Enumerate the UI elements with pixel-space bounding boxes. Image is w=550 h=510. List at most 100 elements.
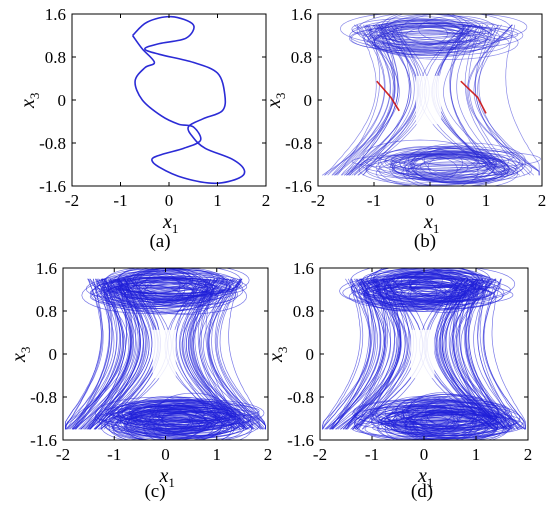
panel-caption-d: (d) xyxy=(411,481,433,502)
series-line-b-54 xyxy=(505,24,540,176)
panel-caption-b: (b) xyxy=(414,231,436,252)
series-line-c-210 xyxy=(106,288,189,304)
series-line-d-239 xyxy=(408,392,475,430)
series-line-b-115 xyxy=(407,153,510,184)
series-line-d-155 xyxy=(452,278,504,430)
y-axis-label-main-a: x xyxy=(17,99,39,109)
series-line-d-254 xyxy=(365,277,446,304)
series-line-c-139 xyxy=(117,404,254,440)
series-line-c-186 xyxy=(104,405,208,440)
series-line-c-202 xyxy=(80,278,150,430)
series-line-d-229 xyxy=(354,278,411,430)
y-tick-label-a-3: -0.8 xyxy=(39,134,66,153)
series-line-c-252 xyxy=(104,282,198,310)
series-line-b-53 xyxy=(423,145,494,176)
series-line-c-257 xyxy=(100,281,223,299)
series-line-c-169 xyxy=(93,278,147,430)
x-axis-label-d: x1 xyxy=(417,465,433,490)
series-line-b-135 xyxy=(466,24,540,176)
x-axis-label-a: x1 xyxy=(162,211,178,236)
series-line-d-247 xyxy=(383,411,521,430)
y-tick-label-c-0: 1.6 xyxy=(36,259,57,278)
y-tick-label-d-2: 0 xyxy=(306,345,315,364)
x-axis-label-b: x1 xyxy=(423,211,439,236)
series-line-c-206 xyxy=(175,278,239,430)
x-tick-label-b-0: -2 xyxy=(311,191,325,210)
series-line-c-255 xyxy=(94,403,217,431)
series-line-d-249 xyxy=(331,278,381,430)
series-line-c-150 xyxy=(65,278,115,430)
series-line-d-154 xyxy=(483,278,526,430)
series-line-c-220 xyxy=(198,278,266,430)
y-tick-label-b-1: 0.8 xyxy=(291,48,312,67)
series-line-d-242 xyxy=(402,399,496,433)
y-tick-label-b-2: 0 xyxy=(304,91,313,110)
series-line-b-131 xyxy=(350,26,472,52)
series-line-b-66 xyxy=(362,139,478,175)
series-line-c-211 xyxy=(123,411,234,437)
series-line-d-221 xyxy=(358,278,400,430)
series-line-b-85 xyxy=(380,16,469,53)
series-line-c-93 xyxy=(65,278,102,430)
series-line-b-116 xyxy=(382,25,461,56)
series-line-c-198 xyxy=(72,278,112,430)
series-line-c-177 xyxy=(100,410,225,440)
series-line-d-202 xyxy=(363,283,453,311)
series-line-b-130 xyxy=(334,24,391,176)
x-axis-label-main-d: x xyxy=(417,465,427,487)
series-line-d-246 xyxy=(477,278,518,430)
series-line-c-94 xyxy=(65,278,104,430)
series-line-c-226 xyxy=(191,278,262,430)
x-tick-label-c-1: -1 xyxy=(107,445,121,464)
series-line-c-221 xyxy=(65,278,103,430)
series-line-b-93 xyxy=(412,148,496,184)
series-line-c-234 xyxy=(118,408,253,440)
series-line-d-225 xyxy=(439,278,489,430)
x-tick-label-d-1: -1 xyxy=(365,445,379,464)
series-line-c-144 xyxy=(211,278,263,430)
y-tick-label-c-1: 0.8 xyxy=(36,302,57,321)
series-line-c-259 xyxy=(188,278,255,430)
series-line-c-244 xyxy=(208,278,266,430)
series-line-d-243 xyxy=(377,415,498,440)
series-line-d-223 xyxy=(342,278,406,430)
series-line-c-245 xyxy=(192,278,259,430)
y-tick-label-b-0: 1.6 xyxy=(291,5,312,24)
series-line-d-189 xyxy=(322,278,364,430)
curves-d xyxy=(322,268,526,440)
series-line-c-108 xyxy=(215,278,266,430)
series-line-b-97 xyxy=(387,21,524,49)
series-line-d-208 xyxy=(322,278,361,430)
series-line-d-257 xyxy=(342,280,466,305)
series-line-b-37 xyxy=(324,24,377,176)
series-line-c-249 xyxy=(214,278,264,430)
curves-c xyxy=(65,268,266,440)
x-axis-label-sub-d: 1 xyxy=(427,475,434,490)
series-line-b-100 xyxy=(356,14,484,49)
series-line-c-236 xyxy=(132,402,221,422)
x-tick-label-a-1: -1 xyxy=(113,191,127,210)
x-axis-label-main-c: x xyxy=(159,465,169,487)
series-line-c-129 xyxy=(228,278,266,430)
series-line-b-137 xyxy=(392,154,481,179)
series-line-b-73 xyxy=(343,24,412,176)
y-tick-label-b-3: -0.8 xyxy=(285,134,312,153)
series-line-b-129 xyxy=(362,24,411,176)
x-tick-label-a-4: 2 xyxy=(262,191,271,210)
series-line-b-128 xyxy=(364,19,479,36)
series-line-d-259 xyxy=(369,276,484,297)
series-line-d-228 xyxy=(408,268,490,298)
series-line-c-195 xyxy=(87,278,139,430)
x-axis-label-c: x1 xyxy=(159,465,175,490)
x-tick-label-d-4: 2 xyxy=(524,445,533,464)
highlight-line-left xyxy=(376,80,400,112)
x-axis-label-main-b: x xyxy=(423,211,433,233)
y-tick-label-a-4: -1.6 xyxy=(39,177,66,196)
y-tick-label-c-3: -0.8 xyxy=(30,388,57,407)
series-line-d-256 xyxy=(371,397,513,432)
series-line-c-227 xyxy=(110,408,232,440)
plot-frame-a xyxy=(71,13,267,187)
series-line-d-253 xyxy=(404,409,512,439)
series-line-c-256 xyxy=(110,399,237,427)
